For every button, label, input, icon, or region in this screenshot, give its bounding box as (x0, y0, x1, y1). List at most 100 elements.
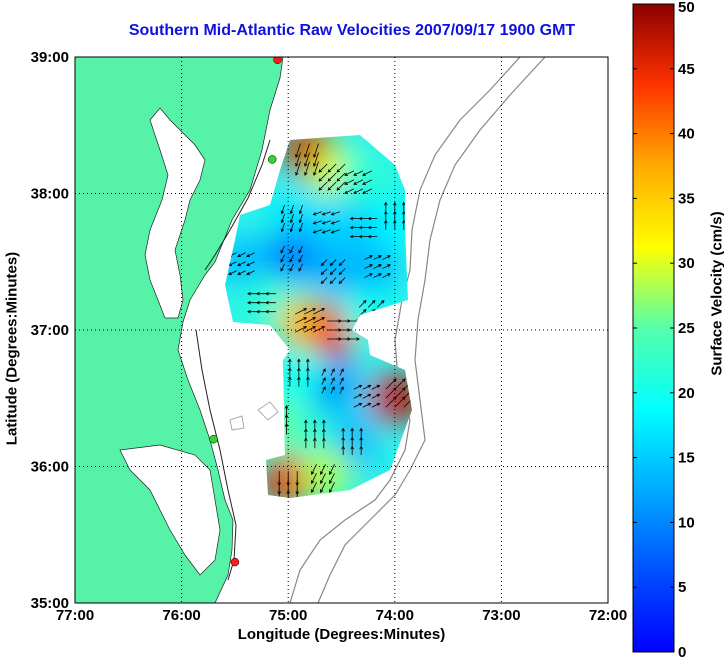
velocity-arrow (280, 254, 285, 263)
chart-title: Southern Mid-Atlantic Raw Velocities 200… (128, 22, 576, 39)
velocity-arrow (330, 386, 335, 394)
velocity-arrowhead (306, 358, 310, 362)
x-tick-label: 74:00 (376, 607, 414, 624)
velocity-arrow (320, 268, 328, 275)
velocity-arrow (313, 308, 325, 315)
velocity-arrowhead (289, 258, 293, 263)
velocity-arrowhead (367, 234, 372, 239)
velocity-arrow (344, 188, 354, 194)
velocity-arrowhead (298, 267, 302, 272)
y-tick-label: 39:00 (31, 49, 69, 66)
velocity-arrow (304, 326, 316, 333)
velocity-arrowhead (359, 427, 363, 432)
hf-radar-station (230, 557, 240, 567)
velocity-arrowhead (341, 436, 345, 441)
velocity-arrowhead (265, 291, 269, 296)
velocity-arrowhead (237, 253, 241, 258)
velocity-arrowhead (321, 326, 326, 330)
velocity-arrow (353, 403, 362, 408)
velocity-arrowhead (313, 437, 317, 442)
velocity-arrow (290, 222, 294, 232)
velocity-arrowhead (321, 221, 326, 225)
velocity-arrowhead (321, 317, 326, 321)
velocity-arrowhead (312, 212, 317, 216)
y-tick-label: 38:00 (31, 186, 69, 203)
velocity-arrow (385, 396, 397, 408)
velocity-arrowhead (338, 262, 343, 267)
velocity-arrowhead (393, 201, 397, 206)
y-tick-label: 35:00 (31, 595, 69, 612)
velocity-arrowhead (367, 402, 372, 407)
velocity-arrowhead (402, 201, 406, 206)
velocity-arrowhead (367, 384, 372, 389)
velocity-arrow (338, 259, 346, 266)
velocity-arrowhead (237, 271, 241, 276)
velocity-arrow (338, 268, 346, 275)
velocity-arrowhead (393, 210, 397, 215)
velocity-arrow (382, 264, 391, 269)
velocity-arrowhead (336, 187, 341, 191)
velocity-arrow (313, 317, 325, 324)
velocity-arrowhead (329, 262, 334, 267)
velocity-arrowhead (362, 172, 366, 176)
velocity-arrow (299, 222, 303, 232)
velocity-arrowhead (341, 445, 345, 450)
velocity-arrow (321, 386, 326, 394)
velocity-arrowhead (298, 219, 303, 224)
velocity-arrow (371, 403, 380, 408)
bathymetry-contour (289, 57, 521, 603)
velocity-arrowhead (320, 271, 325, 276)
velocity-arrowhead (340, 377, 344, 381)
velocity-arrow (371, 385, 380, 390)
velocity-arrowhead (367, 216, 372, 221)
velocity-arrow (228, 261, 237, 266)
velocity-arrow (336, 163, 346, 173)
velocity-arrowhead (322, 437, 326, 442)
velocity-arrowhead (338, 280, 343, 285)
velocity-arrowhead (321, 230, 326, 234)
barrier-islands (195, 139, 271, 581)
velocity-arrow (382, 255, 391, 260)
velocity-arrowhead (303, 326, 308, 330)
velocity-arrowhead (295, 154, 299, 158)
velocity-arrowhead (312, 308, 317, 312)
velocity-arrowhead (311, 471, 315, 475)
velocity-arrow (246, 252, 255, 257)
velocity-arrow (336, 181, 346, 191)
velocity-arrowhead (304, 419, 308, 424)
colorbar (632, 3, 675, 653)
velocity-arrowhead (298, 258, 302, 263)
velocity-arrow (353, 188, 363, 194)
velocity-arrowhead (350, 427, 354, 432)
velocity-arrow (313, 211, 322, 215)
pamlico-sound (119, 444, 221, 576)
velocity-arrow (290, 204, 294, 214)
velocity-arrowhead (362, 190, 366, 194)
velocity-arrow (373, 255, 382, 260)
velocity-arrow (329, 259, 337, 266)
velocity-arrowhead (336, 178, 341, 182)
velocity-arrow (371, 394, 380, 399)
velocity-arrowhead (280, 267, 284, 272)
velocity-arrow (313, 161, 319, 176)
velocity-arrow (362, 385, 371, 390)
velocity-arrowhead (330, 221, 335, 225)
velocity-arrow (362, 403, 371, 408)
velocity-arrowhead (265, 300, 269, 305)
velocity-arrow (344, 179, 354, 185)
hf-radar-station (267, 155, 277, 164)
velocity-arrow (339, 386, 344, 394)
velocity-arrowhead (402, 219, 406, 224)
velocity-arrowhead (289, 249, 293, 254)
velocity-arrowhead (320, 280, 325, 285)
velocity-arrowhead (247, 300, 251, 305)
velocity-arrowhead (321, 212, 326, 216)
velocity-arrow (228, 270, 237, 275)
velocity-arrow (237, 252, 246, 257)
velocity-arrowhead (322, 377, 326, 381)
velocity-arrow (281, 204, 285, 214)
velocity-arrowhead (353, 172, 357, 176)
velocity-arrowhead (322, 368, 326, 372)
velocity-arrow (362, 394, 371, 399)
colorbar-tick-label: 40 (678, 126, 695, 143)
